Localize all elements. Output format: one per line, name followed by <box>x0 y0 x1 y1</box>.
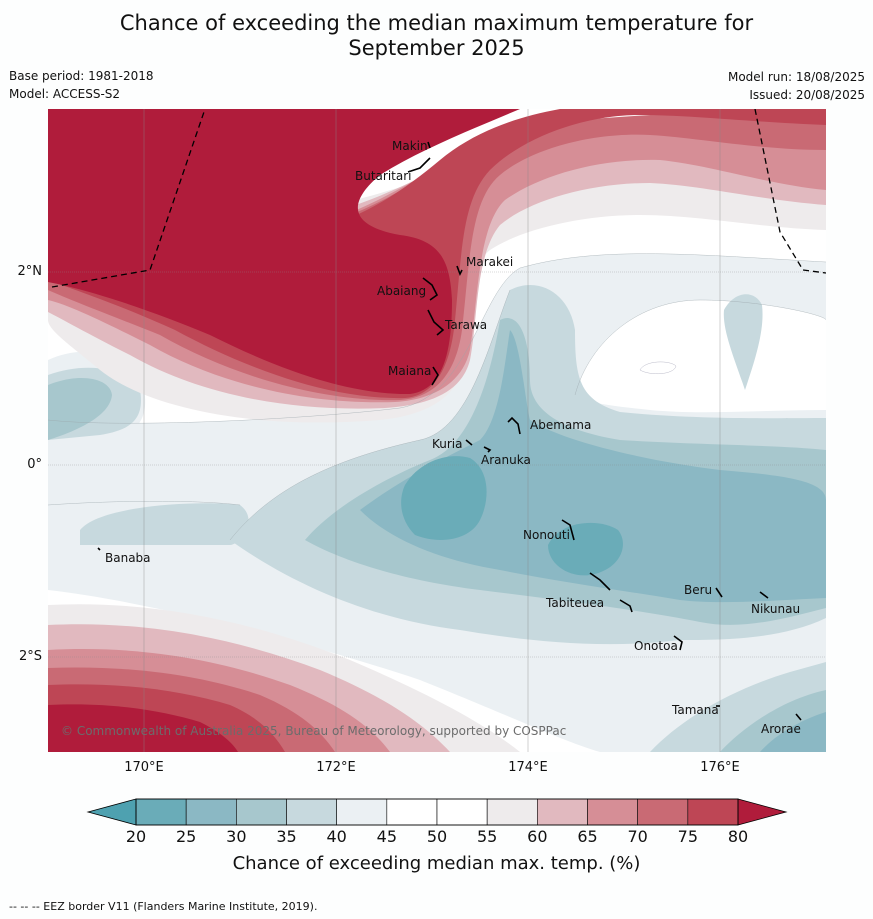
colorbar-tick-label: 60 <box>527 827 548 846</box>
colorbar-segment <box>687 798 739 826</box>
contour-band-20-25 <box>401 456 487 540</box>
colorbar-label: Chance of exceeding median max. temp. (%… <box>232 853 641 874</box>
colorbar-tick-label: 20 <box>125 827 147 846</box>
copyright-notice: © Commonwealth of Australia 2025, Bureau… <box>61 724 567 738</box>
lon-label-176e: 176°E <box>700 760 740 775</box>
colorbar-tick-label: 55 <box>476 827 498 846</box>
eez-footnote: -- -- -- EEZ border V11 (Flanders Marine… <box>9 900 318 913</box>
colorbar-tick-label: 70 <box>627 827 648 846</box>
colorbar-segment <box>537 798 588 826</box>
base-period: Base period: 1981-2018 <box>9 69 154 83</box>
place-tabiteuea: Tabiteuea <box>546 596 605 610</box>
lat-label-2s: 2°S <box>18 649 42 664</box>
lon-label-172e: 172°E <box>316 760 356 775</box>
contour-band-25-30 <box>360 330 826 603</box>
colorbar-segment <box>486 798 538 826</box>
colorbar-under-arrow <box>86 798 137 826</box>
lat-label-0: 0° <box>27 457 42 472</box>
chart-title: Chance of exceeding the median maximum t… <box>0 11 873 61</box>
metadata-right: Model run: 18/08/2025 Issued: 20/08/2025 <box>728 68 865 104</box>
place-makin: Makin <box>392 139 428 153</box>
metadata-left: Base period: 1981-2018 Model: ACCESS-S2 <box>9 67 154 103</box>
place-marakei: Marakei <box>466 255 514 269</box>
lon-label-170e: 170°E <box>124 760 164 775</box>
issued-date: Issued: 20/08/2025 <box>749 88 865 102</box>
place-aranuka: Aranuka <box>481 453 531 467</box>
colorbar-over-arrow <box>737 798 788 826</box>
colorbar-segment <box>637 798 689 826</box>
colorbar-segment <box>336 798 388 826</box>
place-abaiang: Abaiang <box>377 284 427 298</box>
colorbar-tick-label: 45 <box>376 827 397 846</box>
colorbar-segment <box>135 798 187 826</box>
place-banaba: Banaba <box>105 551 151 565</box>
colorbar-tick-label: 30 <box>226 827 247 846</box>
place-butaritari: Butaritari <box>355 169 412 183</box>
probability-contours <box>48 109 826 752</box>
title-line-2: September 2025 <box>348 36 525 60</box>
colorbar-segment <box>587 798 638 826</box>
colorbar-segment <box>236 798 287 826</box>
colorbar-tick-label: 65 <box>577 827 598 846</box>
colorbar-segment <box>386 798 438 826</box>
colorbar-tick-label: 80 <box>727 827 749 846</box>
place-onotoa: Onotoa <box>634 639 678 653</box>
colorbar-tick-label: 50 <box>426 827 448 846</box>
place-maiana: Maiana <box>388 364 432 378</box>
island-outlines <box>97 141 802 721</box>
lon-label-174e: 174°E <box>508 760 548 775</box>
title-line-1: Chance of exceeding the median maximum t… <box>119 11 754 35</box>
colorbar-segment <box>286 798 337 826</box>
colorbar <box>86 798 788 826</box>
place-kuria: Kuria <box>432 437 463 451</box>
place-beru: Beru <box>684 583 713 597</box>
place-tarawa: Tarawa <box>445 318 488 332</box>
colorbar-tick-label: 35 <box>276 827 297 846</box>
colorbar-tick-label: 75 <box>677 827 698 846</box>
place-arorae: Arorae <box>761 722 801 736</box>
eez-border <box>51 109 826 288</box>
contour-band-over-80-north <box>48 109 520 395</box>
colorbar-segment <box>436 798 488 826</box>
lat-label-2n: 2°N <box>17 264 43 279</box>
place-nikunau: Nikunau <box>751 602 801 616</box>
model-run: Model run: 18/08/2025 <box>727 70 865 84</box>
colorbar-tick-label: 25 <box>175 827 197 846</box>
place-nonouti: Nonouti <box>523 528 570 542</box>
place-tamana: Tamana <box>672 703 719 717</box>
colorbar-segment <box>185 798 237 826</box>
graticule <box>48 109 826 752</box>
place-abemama: Abemama <box>530 418 592 432</box>
colorbar-tick-label: 40 <box>326 827 347 846</box>
model-name: Model: ACCESS-S2 <box>9 87 121 101</box>
